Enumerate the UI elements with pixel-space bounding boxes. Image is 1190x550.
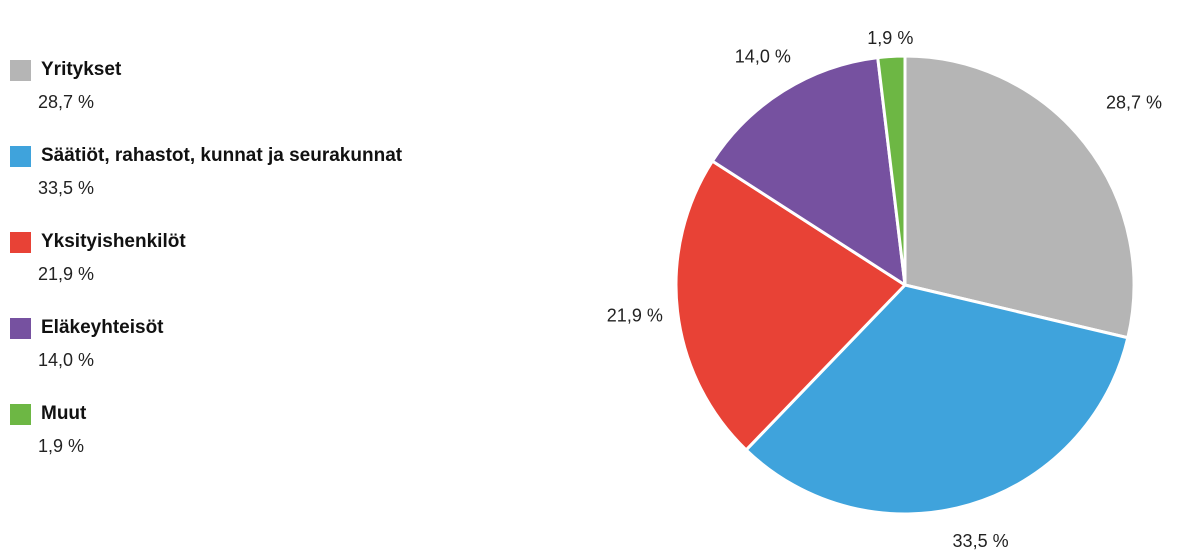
pie-slice-yksityishenkilot <box>674 159 907 452</box>
slice-label-muut: 1,9 % <box>867 28 913 48</box>
legend-swatch <box>10 318 31 339</box>
legend-value: 33,5 % <box>38 178 95 198</box>
chart-legend: Yritykset 28,7 % Säätiöt, rahastot, kunn… <box>10 56 530 486</box>
legend-swatch <box>10 60 31 81</box>
pie-slice-elakeyhteisot <box>710 56 907 287</box>
pie-slice-muut <box>876 54 907 287</box>
legend-swatch <box>10 232 31 253</box>
slice-label-yksityishenkilot: 21,9 % <box>607 305 663 325</box>
legend-item-yritykset: Yritykset 28,7 % <box>10 56 530 142</box>
slice-label-yritykset: 28,7 % <box>1106 93 1162 113</box>
slice-label-elakeyhteisot: 14,0 % <box>735 47 791 67</box>
legend-label: Säätiöt, rahastot, kunnat ja seurakunnat <box>41 145 403 166</box>
legend-item-saatiot: Säätiöt, rahastot, kunnat ja seurakunnat… <box>10 142 530 228</box>
slice-label-saatiot: 33,5 % <box>953 531 1009 550</box>
legend-value: 28,7 % <box>38 92 95 112</box>
legend-label: Muut <box>41 403 87 424</box>
legend-label: Yritykset <box>41 59 122 80</box>
legend-swatch <box>10 146 31 167</box>
legend-item-muut: Muut 1,9 % <box>10 400 530 486</box>
legend-value: 14,0 % <box>38 350 95 370</box>
pie-slice-saatiot <box>744 283 1130 516</box>
legend-value: 21,9 % <box>38 264 95 284</box>
legend-item-yksityishenkilot: Yksityishenkilöt 21,9 % <box>10 228 530 314</box>
legend-value: 1,9 % <box>38 436 85 456</box>
legend-label: Eläkeyhteisöt <box>41 317 164 338</box>
legend-label: Yksityishenkilöt <box>41 231 186 252</box>
legend-swatch <box>10 404 31 425</box>
legend-item-elakeyhteisot: Eläkeyhteisöt 14,0 % <box>10 314 530 400</box>
pie-slice-yritykset <box>903 54 1136 340</box>
